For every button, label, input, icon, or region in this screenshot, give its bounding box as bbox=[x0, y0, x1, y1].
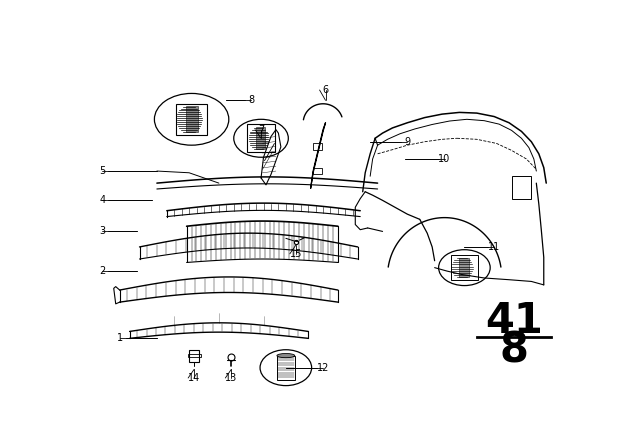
Text: 9: 9 bbox=[404, 137, 410, 147]
Bar bbox=[460, 258, 469, 277]
Text: 6: 6 bbox=[323, 85, 328, 95]
Text: 8: 8 bbox=[499, 329, 529, 371]
Text: 4: 4 bbox=[99, 195, 106, 205]
Text: 8: 8 bbox=[248, 95, 254, 105]
Bar bbox=[256, 127, 265, 149]
Text: 5: 5 bbox=[99, 166, 106, 176]
Bar bbox=[312, 143, 321, 151]
Bar bbox=[451, 255, 478, 280]
Text: 10: 10 bbox=[438, 154, 451, 164]
Bar bbox=[189, 350, 199, 362]
Ellipse shape bbox=[277, 353, 295, 358]
Bar bbox=[188, 354, 200, 358]
Bar bbox=[277, 356, 295, 380]
Text: 2: 2 bbox=[99, 266, 106, 276]
Bar bbox=[186, 106, 198, 133]
Text: 41: 41 bbox=[485, 300, 543, 342]
Text: 1: 1 bbox=[116, 333, 123, 343]
Bar bbox=[247, 125, 275, 152]
Bar bbox=[176, 104, 207, 135]
Text: 13: 13 bbox=[225, 373, 237, 383]
Text: 14: 14 bbox=[188, 373, 200, 383]
Bar bbox=[511, 176, 531, 198]
Text: 11: 11 bbox=[488, 242, 500, 252]
Text: 12: 12 bbox=[317, 363, 329, 373]
Text: 7: 7 bbox=[258, 125, 264, 135]
Text: 15: 15 bbox=[289, 249, 302, 259]
Text: 3: 3 bbox=[99, 226, 106, 237]
Bar bbox=[312, 168, 321, 174]
